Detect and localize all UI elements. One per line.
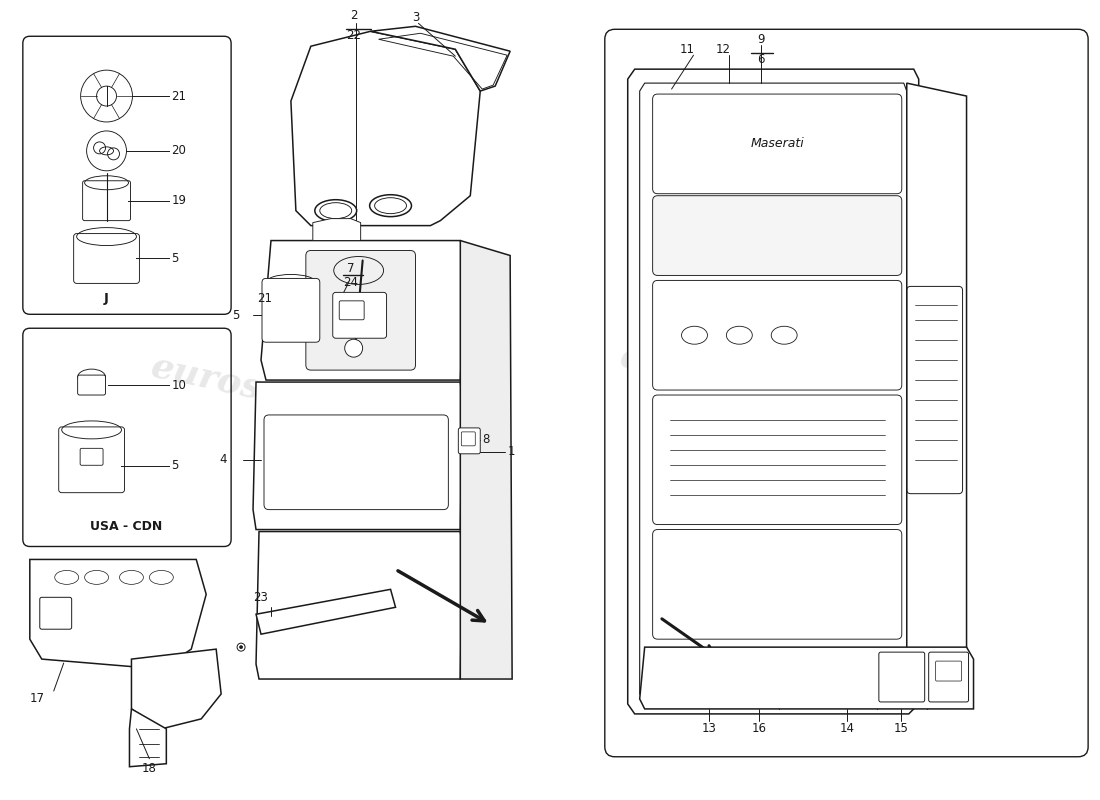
Text: 21: 21 <box>257 292 273 305</box>
FancyBboxPatch shape <box>74 234 140 283</box>
Text: 14: 14 <box>839 722 855 735</box>
Text: 10: 10 <box>172 378 186 391</box>
Polygon shape <box>906 83 967 694</box>
Text: 19: 19 <box>172 194 186 207</box>
Text: 15: 15 <box>893 722 909 735</box>
Polygon shape <box>640 647 974 709</box>
Polygon shape <box>130 709 166 766</box>
FancyBboxPatch shape <box>306 250 416 370</box>
FancyBboxPatch shape <box>333 292 386 338</box>
Polygon shape <box>256 531 462 679</box>
FancyBboxPatch shape <box>262 278 320 342</box>
FancyBboxPatch shape <box>58 427 124 493</box>
Polygon shape <box>312 218 361 241</box>
Polygon shape <box>261 241 465 380</box>
Text: 3: 3 <box>411 11 419 24</box>
Polygon shape <box>290 31 481 226</box>
Polygon shape <box>253 382 462 530</box>
FancyBboxPatch shape <box>459 428 481 454</box>
Text: J: J <box>104 292 109 305</box>
Polygon shape <box>256 590 396 634</box>
Text: 5: 5 <box>172 252 178 265</box>
Polygon shape <box>30 559 206 669</box>
Circle shape <box>240 646 243 649</box>
Text: 21: 21 <box>172 90 186 102</box>
Polygon shape <box>371 26 510 91</box>
Text: 4: 4 <box>219 454 227 466</box>
Text: 5: 5 <box>232 309 240 322</box>
Text: 20: 20 <box>172 144 186 158</box>
Text: 6: 6 <box>758 53 764 66</box>
Polygon shape <box>640 83 906 701</box>
Text: eurospares: eurospares <box>148 350 374 430</box>
Ellipse shape <box>315 200 356 222</box>
Text: 11: 11 <box>680 42 695 56</box>
Text: 13: 13 <box>702 722 717 735</box>
Polygon shape <box>132 649 221 729</box>
Text: 24: 24 <box>343 276 359 289</box>
Text: eurospares: eurospares <box>616 340 843 420</box>
Text: 23: 23 <box>254 591 268 604</box>
Text: 12: 12 <box>716 42 730 56</box>
Text: 17: 17 <box>30 693 44 706</box>
FancyBboxPatch shape <box>78 375 106 395</box>
Text: 1: 1 <box>508 446 516 458</box>
Circle shape <box>280 298 285 303</box>
Circle shape <box>344 339 363 357</box>
Text: 18: 18 <box>142 762 157 775</box>
Text: 7: 7 <box>346 262 354 275</box>
Text: 8: 8 <box>482 434 490 446</box>
Polygon shape <box>628 69 918 714</box>
Ellipse shape <box>370 194 411 217</box>
Text: 22: 22 <box>346 29 361 42</box>
Text: USA - CDN: USA - CDN <box>90 520 163 533</box>
FancyBboxPatch shape <box>652 196 902 275</box>
Text: 9: 9 <box>758 33 764 46</box>
Text: 5: 5 <box>172 459 178 472</box>
Text: Maserati: Maserati <box>750 138 804 150</box>
Text: 16: 16 <box>751 722 767 735</box>
Polygon shape <box>460 241 513 679</box>
Text: 2: 2 <box>350 9 358 22</box>
FancyBboxPatch shape <box>82 181 131 221</box>
